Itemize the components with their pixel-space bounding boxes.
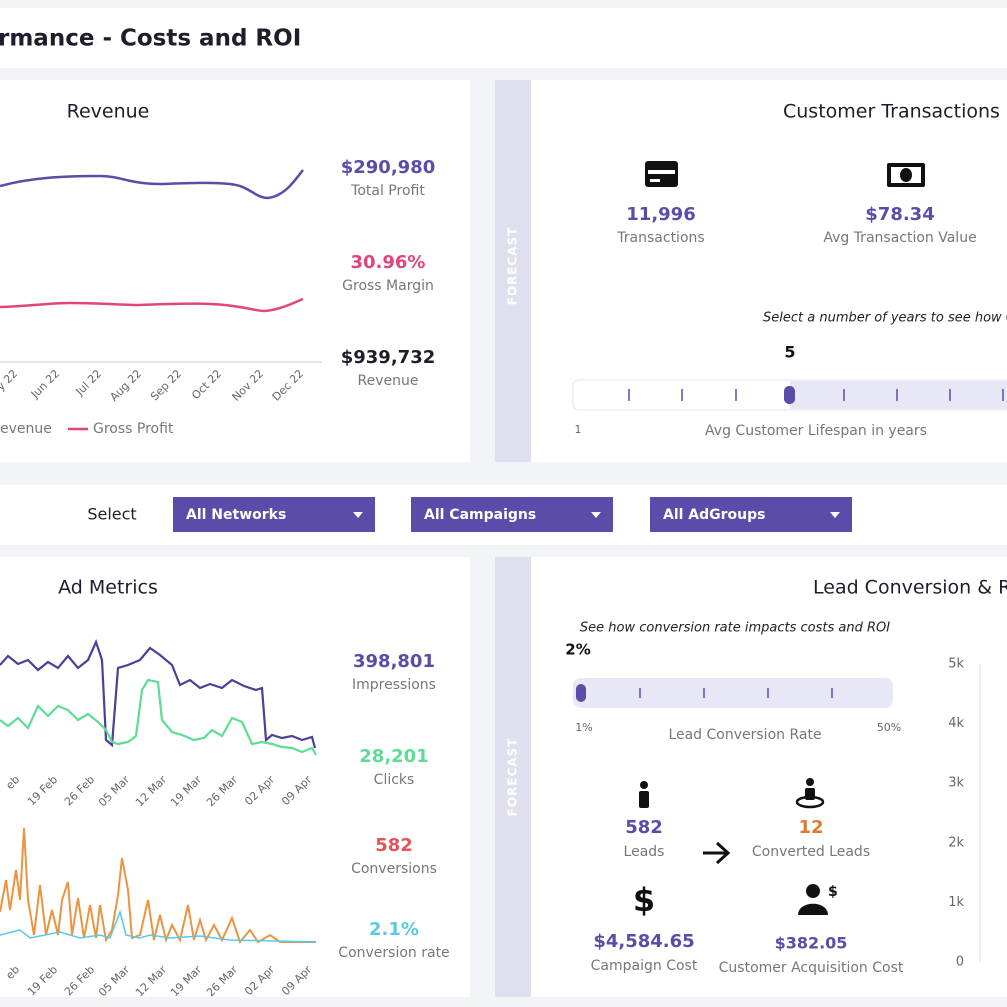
y-tick-label: 2k [948, 835, 964, 850]
stat-value: $78.34 [865, 204, 934, 225]
conversions-line [0, 827, 316, 945]
stat-label: Revenue [358, 373, 419, 389]
impressions-line [0, 638, 317, 749]
note: See how conversion rate impacts costs an… [580, 621, 890, 636]
clicks-line [0, 678, 317, 756]
stat-value: 398,801 [353, 651, 435, 672]
stat-label: Campaign Cost [591, 958, 698, 974]
stat-label: Converted Leads [752, 844, 870, 860]
stat-label: Clicks [374, 772, 415, 788]
rate-line [0, 909, 317, 943]
converted-icon [795, 778, 825, 809]
stat-label: Impressions [352, 677, 436, 693]
stat-label: Conversions [351, 861, 437, 877]
card-icon [645, 161, 678, 187]
legend-entry: Gross Profit [93, 421, 174, 437]
slider-track[interactable] [573, 678, 893, 708]
dropdown[interactable] [411, 497, 613, 532]
stat-label: Avg Transaction Value [823, 230, 976, 246]
slider-ticks [628, 389, 1004, 401]
money-icon [887, 163, 925, 187]
stat-value: $382.05 [775, 934, 848, 953]
stat-label: Transactions [616, 230, 704, 246]
stat-value: 11,996 [626, 204, 695, 225]
page-title: rmance - Costs and ROI [0, 26, 301, 52]
slider-handle[interactable] [576, 684, 586, 702]
y-tick-label: 1k [948, 895, 964, 910]
header-bar [0, 8, 1007, 68]
slider-label: Lead Conversion Rate [668, 727, 821, 743]
users-icon: $ [798, 884, 838, 915]
slider-value: 5 [784, 343, 795, 362]
stat-value: 582 [375, 835, 413, 856]
stat-value: $4,584.65 [593, 931, 694, 952]
stat-label: Customer Acquisition Cost [719, 960, 904, 976]
slider-max: 50% [877, 721, 901, 734]
y-tick-label: 3k [948, 776, 964, 791]
stat-label: Leads [624, 844, 665, 860]
dropdown-caret [591, 512, 601, 518]
dropdown-caret [830, 512, 840, 518]
dropdown[interactable] [650, 497, 852, 532]
stat-label: Conversion rate [338, 945, 449, 961]
y-tick-label: 0 [956, 955, 964, 970]
dropdown-label: All Campaigns [424, 507, 536, 523]
slider-min: 1% [575, 721, 592, 734]
slider-fill [790, 381, 1007, 409]
slider-value: 2% [565, 641, 590, 659]
arrow [703, 841, 731, 865]
stat-value: 2.1% [369, 919, 419, 940]
forecast-strip [495, 80, 531, 462]
dropdown-label: All Networks [186, 507, 286, 523]
stat-value: $939,732 [341, 347, 436, 368]
revenue-line [0, 169, 304, 200]
dropdown-label: All AdGroups [663, 507, 766, 523]
stat-label: Total Profit [350, 183, 425, 199]
stat-value: 30.96% [351, 252, 426, 273]
panel-title: Customer Transactions & [783, 101, 1007, 123]
stat-value: 12 [798, 817, 823, 838]
slider-min: 1 [575, 423, 582, 436]
stat-value: 582 [625, 817, 663, 838]
panel-title: Lead Conversion & RO [813, 577, 1007, 599]
dropdown[interactable] [173, 497, 375, 532]
stat-value: $290,980 [341, 157, 436, 178]
slider-ticks [639, 688, 833, 698]
dollar-icon: $ [633, 881, 655, 919]
slider-label: Avg Customer Lifespan in years [705, 423, 927, 439]
ad-metrics-panel [0, 557, 470, 997]
stat-value: 28,201 [359, 746, 428, 767]
panel-title: Ad Metrics [58, 577, 158, 599]
revenue-panel [0, 80, 470, 462]
forecast-label: FORECAST [506, 227, 520, 306]
forecast-strip [495, 557, 531, 997]
legend-entry: evenue [0, 421, 52, 437]
profit-line [0, 297, 304, 313]
filter-label: Select [87, 505, 136, 524]
forecast-label: FORECAST [506, 738, 520, 817]
svg-text:$: $ [828, 884, 838, 900]
note: Select a number of years to see how CL [763, 311, 1007, 326]
lead-panel [495, 557, 1007, 997]
dropdown-caret [353, 512, 363, 518]
y-tick-label: 4k [948, 716, 964, 731]
person-icon [639, 781, 649, 808]
stat-label: Gross Margin [342, 278, 434, 294]
y-tick-label: 5k [948, 657, 964, 672]
panel-title: Revenue [67, 101, 150, 123]
slider-handle[interactable] [784, 386, 795, 404]
